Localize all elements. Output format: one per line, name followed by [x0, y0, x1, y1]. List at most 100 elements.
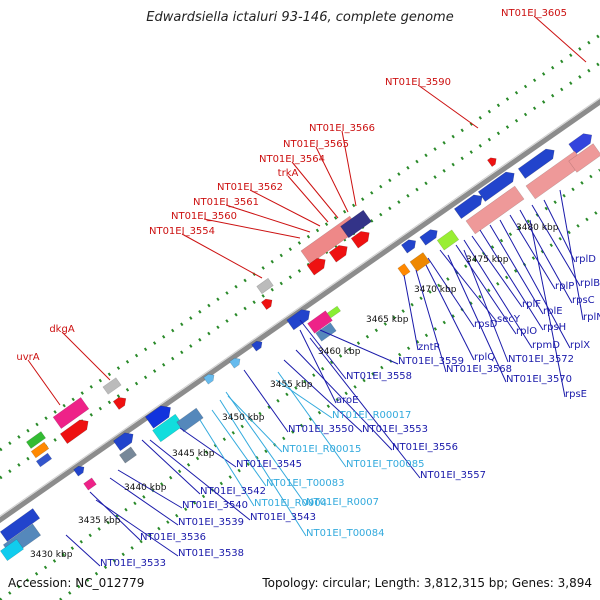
- rna-label-nt01ei_r0007-leader: [225, 391, 307, 506]
- gene-upper-13-shape: [328, 245, 348, 263]
- tick-track-outer-upper: [0, 33, 600, 452]
- gene-label-nt01ei_3559-leader: [319, 329, 399, 365]
- gene-lower-12: [229, 357, 241, 369]
- gene-lower-22: [397, 263, 411, 277]
- gene-upper-14-shape: [350, 231, 370, 249]
- gene-label-nt01ei_3557-leader: [309, 337, 421, 479]
- gene-label-nt01ei_3539-leader: [109, 477, 179, 526]
- gene-label-dkga-leader: [61, 331, 111, 381]
- kbp-tick-label: 3450 kbp: [222, 413, 265, 423]
- gene-label-nt01ei_3566-leader: [341, 130, 357, 207]
- tick-dots-layer: [0, 33, 600, 600]
- gene-label-nt01ei_3543-leader: [149, 439, 251, 521]
- kbp-tick-label: 3435 kbp: [78, 516, 121, 526]
- gene-label-dkga: dkgA: [49, 324, 74, 335]
- gene-lower-13: [251, 340, 263, 352]
- tick-track-inner-upper: [0, 61, 600, 480]
- gene-label-nt01ei_3538-leader: [95, 499, 179, 557]
- gene-lower-3: [0, 538, 24, 562]
- gene-label-rplo-leader: [455, 244, 517, 335]
- kbp-tick-label: 3470 kbp: [414, 285, 457, 295]
- gene-lower-4-shape: [73, 465, 85, 477]
- gene-label-nt01ei_3542-leader: [141, 439, 201, 495]
- gene-label-nt01ei_3572-leader: [463, 249, 509, 363]
- gene-label-nt01ei_3545: NT01EI_3545: [236, 459, 302, 470]
- gene-label-nt01ei_3560: NT01EI_3560: [171, 211, 237, 222]
- gene-label-nt01ei_3543: NT01EI_3543: [250, 512, 316, 523]
- gene-lower-7: [119, 446, 137, 464]
- rna-label-nt01ei_t00085-leader: [277, 371, 347, 468]
- gene-label-nt01ei_3556: NT01EI_3556: [392, 442, 458, 453]
- gene-label-nt01ei_3536: NT01EI_3536: [140, 532, 206, 543]
- gene-upper-3-shape: [26, 431, 46, 449]
- gene-lower-3-shape: [0, 538, 24, 562]
- rna-label-nt01ei_r0004: NT01EI_R0004: [254, 498, 327, 509]
- gene-lower-6: [113, 432, 134, 452]
- rna-label-nt01ei_r00015: NT01EI_R00015: [282, 444, 361, 455]
- kbp-tick-label: 3465 kbp: [366, 315, 409, 325]
- gene-label-nt01ei_3562: NT01EI_3562: [217, 182, 283, 193]
- gene-upper-5-shape: [35, 452, 53, 468]
- gene-upper-9: [260, 298, 273, 310]
- gene-label-nt01ei_3545-leader: [179, 427, 237, 468]
- gene-upper-7: [112, 397, 127, 410]
- gene-lower-11-shape: [203, 373, 215, 385]
- gene-upper-12: [306, 258, 326, 276]
- gene-label-nt01ei_3565-leader: [315, 146, 349, 213]
- gene-upper-6: [102, 377, 122, 395]
- gene-label-nt01ei_3558-leader: [299, 319, 347, 380]
- gene-label-nt01ei_3539: NT01EI_3539: [178, 517, 244, 528]
- gene-label-nt01ei_3590-leader: [417, 84, 479, 129]
- rna-label-nt01ei_r0004-leader: [199, 419, 255, 507]
- gene-label-nt01ei_3557: NT01EI_3557: [420, 470, 486, 481]
- gene-label-nt01ei_3568: NT01EI_3568: [446, 364, 512, 375]
- gene-lower-18-shape: [401, 239, 416, 254]
- gene-label-uvra-leader: [27, 359, 61, 406]
- gene-label-nt01ei_3560-leader: [203, 218, 301, 239]
- tick-track-outer-lower: [59, 208, 600, 600]
- kbp-tick-label: 3475 kbp: [466, 255, 509, 265]
- gene-lower-22-shape: [397, 263, 411, 277]
- gene-lower-15: [307, 310, 333, 334]
- figure-title: Edwardsiella ictaluri 93-146, complete g…: [146, 10, 454, 25]
- summary-text: Topology: circular; Length: 3,812,315 bp…: [262, 576, 592, 590]
- gene-lower-16: [315, 322, 337, 342]
- gene-lower-19: [419, 229, 438, 246]
- gene-label-nt01ei_3562-leader: [249, 189, 321, 227]
- kbp-tick-label: 3440 kbp: [124, 483, 167, 493]
- gene-label-nt01ei_3533-leader: [65, 534, 101, 567]
- gene-upper-6-shape: [102, 377, 122, 395]
- gene-upper-5: [35, 452, 53, 468]
- gene-label-rpsc-leader: [519, 209, 573, 304]
- rna-label-nt01ei_t00084-leader: [219, 399, 307, 537]
- gene-lower-6-shape: [113, 432, 134, 452]
- gene-label-nt01ei_3559: NT01EI_3559: [398, 356, 464, 367]
- gene-upper-8: [256, 277, 274, 295]
- gene-label-secy: secY: [497, 314, 521, 325]
- kbp-tick-label: 3480 kbp: [516, 223, 559, 233]
- gene-lower-29-shape: [568, 143, 600, 173]
- gene-label-nt01ei_3564-leader: [291, 161, 339, 219]
- gene-label-trka: trkA: [278, 168, 299, 179]
- gene-label-nt01ei_3553: NT01EI_3553: [362, 424, 428, 435]
- genome-backbone-highlight: [0, 97, 600, 517]
- gene-label-nt01ei_3564: NT01EI_3564: [259, 154, 325, 165]
- gene-label-rpln: rplN: [583, 312, 600, 323]
- gene-label-rplp: rplP: [555, 281, 574, 292]
- gene-upper-9-shape: [260, 298, 273, 310]
- gene-label-nt01ei_3553-leader: [283, 359, 363, 433]
- gene-upper-13: [328, 245, 348, 263]
- gene-upper-4-shape: [30, 441, 50, 459]
- gene-lower-12-shape: [229, 357, 241, 369]
- gene-label-nt01ei_3572: NT01EI_3572: [508, 354, 574, 365]
- gene-label-rpmd: rpmD: [532, 340, 560, 351]
- gene-label-trka-leader: [287, 175, 329, 223]
- gene-lower-14: [286, 309, 311, 331]
- gene-upper-11-shape: [340, 209, 372, 239]
- gene-upper-4: [30, 441, 50, 459]
- gene-lower-9-shape: [152, 413, 184, 443]
- gene-label-rpld-leader: [543, 199, 576, 263]
- kbp-tick-label: 3455 kbp: [270, 380, 313, 390]
